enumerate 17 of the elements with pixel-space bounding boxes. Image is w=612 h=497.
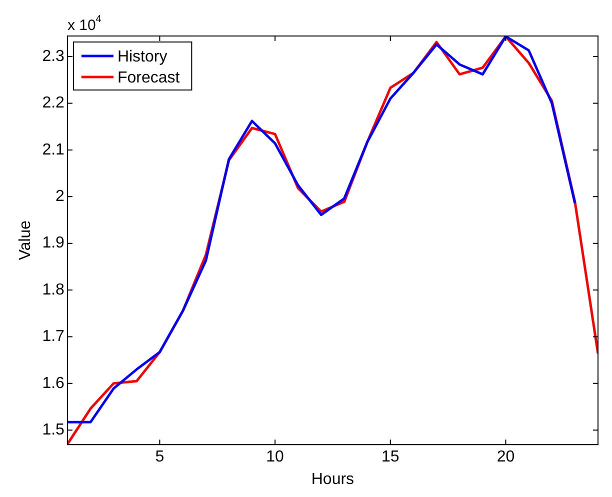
y-tick-label: 1.8 — [42, 281, 65, 298]
x-tick-label: 5 — [155, 448, 164, 466]
y-tick-label: 2.3 — [42, 48, 65, 65]
x-axis-title: Hours — [311, 470, 354, 488]
y-tick-label: 1.5 — [42, 422, 65, 439]
y-tick-label: 1.9 — [42, 234, 65, 252]
x-tick-label: 15 — [381, 448, 400, 466]
y-axis-title: Value — [17, 220, 34, 260]
y-tick-label: 2.2 — [42, 94, 65, 112]
x-tick-label: 20 — [496, 448, 515, 466]
x-tick-label: 10 — [266, 448, 284, 466]
legend-label: History — [117, 48, 168, 66]
y-tick-label: 1.7 — [42, 328, 65, 346]
legend-label: Forecast — [117, 69, 180, 86]
y-tick-label: 1.6 — [42, 374, 65, 392]
y-tick-label: 2.1 — [42, 141, 65, 158]
y-tick-label: 2 — [56, 188, 65, 206]
